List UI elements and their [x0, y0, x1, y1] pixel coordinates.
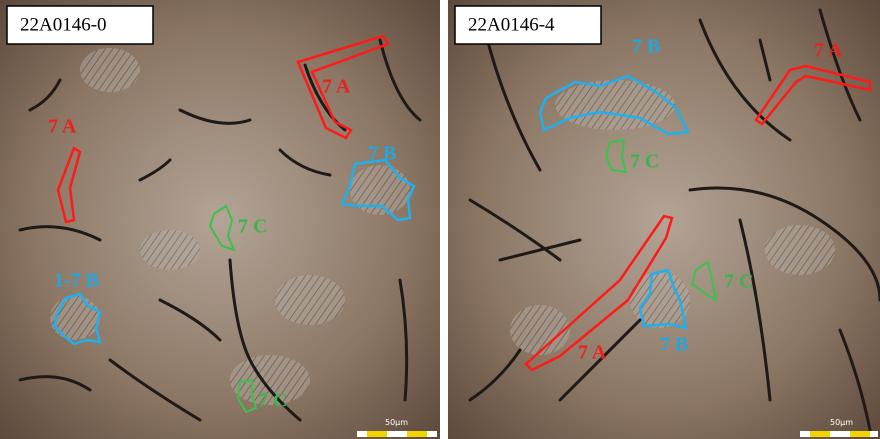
micrograph	[448, 0, 880, 439]
annotation-label: 7 A	[578, 342, 607, 364]
figure: 7 A 7 A 7 B 7 C 1-7 B 7 C 22A0146-0 50μm…	[0, 0, 880, 439]
annotation-label: 7 C	[238, 216, 267, 238]
annotation-label: 7 A	[322, 76, 351, 98]
scale-label: 50μm	[830, 418, 853, 427]
annotation-label: 7 B	[368, 143, 396, 165]
annotation-label: 7 B	[660, 334, 688, 356]
panel-label: 22A0146-4	[468, 14, 555, 35]
annotation-label: 7 C	[630, 151, 659, 173]
annotation-label: 7 C	[724, 271, 753, 293]
annotation-label: 7 A	[814, 40, 843, 62]
annotation-label: 1-7 B	[54, 270, 99, 292]
panel-left: 7 A 7 A 7 B 7 C 1-7 B 7 C 22A0146-0 50μm	[0, 0, 440, 439]
panel-label: 22A0146-0	[20, 14, 107, 35]
annotation-label: 7 B	[632, 36, 660, 58]
panel-right: 7 B 7 A 7 C 7 A 7 B 7 C 22A0146-4 50μm	[448, 0, 880, 439]
scale-label: 50μm	[385, 418, 408, 427]
annotation-label: 7 A	[48, 116, 77, 138]
annotation-label: 7 C	[258, 390, 287, 412]
